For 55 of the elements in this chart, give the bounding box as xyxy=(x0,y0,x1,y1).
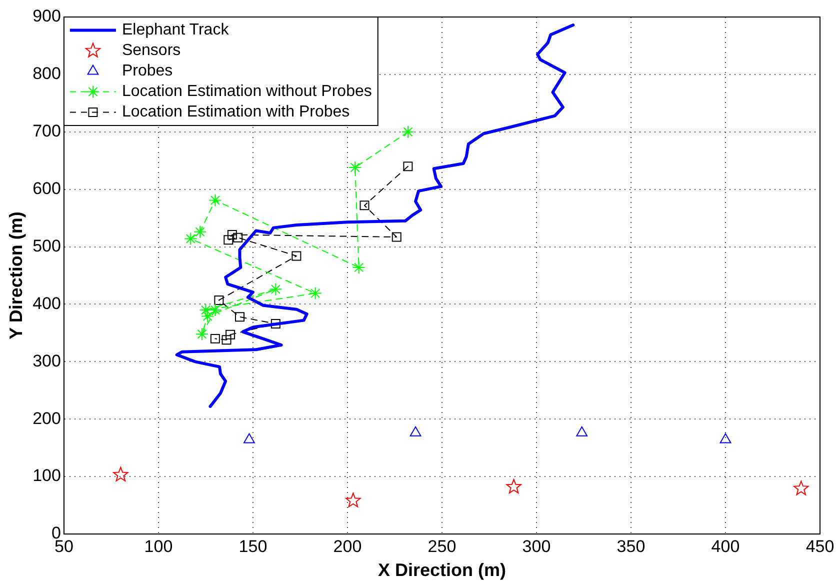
point xyxy=(292,251,302,261)
legend-label: Location Estimation with Probes xyxy=(122,104,350,121)
point xyxy=(235,312,244,322)
point xyxy=(410,426,422,436)
y-tick-label: 400 xyxy=(32,294,61,313)
x-tick-label: 350 xyxy=(616,536,646,556)
point xyxy=(401,125,414,138)
x-tick-label: 400 xyxy=(711,536,740,556)
point xyxy=(195,328,208,341)
y-tick-label: 300 xyxy=(32,351,61,370)
point xyxy=(720,433,732,444)
point xyxy=(506,478,522,494)
point xyxy=(222,335,232,345)
x-tick-label: 250 xyxy=(428,536,456,556)
point xyxy=(269,282,282,296)
point xyxy=(360,200,370,210)
y-tick-label: 700 xyxy=(32,122,61,141)
legend-label: Sensors xyxy=(122,42,181,60)
y-tick-label: 600 xyxy=(32,179,61,198)
point xyxy=(226,330,236,340)
x-tick-label: 100 xyxy=(144,536,173,556)
point xyxy=(793,480,809,496)
point xyxy=(392,232,402,242)
point xyxy=(224,235,234,245)
x-tick-label: 200 xyxy=(333,536,362,556)
point xyxy=(184,232,198,246)
point xyxy=(208,303,222,316)
point xyxy=(352,260,366,274)
point xyxy=(243,433,255,444)
point xyxy=(348,161,362,174)
point xyxy=(227,230,237,240)
y-tick-label: 200 xyxy=(32,408,61,428)
point xyxy=(576,426,588,436)
point xyxy=(233,232,243,242)
point xyxy=(113,466,128,482)
point xyxy=(346,492,361,508)
y-tick-label: 100 xyxy=(32,466,61,486)
point xyxy=(208,194,222,207)
y-axis-title: Y Direction (m) xyxy=(6,212,26,340)
point xyxy=(194,225,207,238)
x-tick-label: 450 xyxy=(806,536,834,556)
y-tick-label: 800 xyxy=(32,64,61,84)
point xyxy=(308,286,322,300)
x-axis-title: X Direction (m) xyxy=(378,560,506,580)
legend-label: Elephant Track xyxy=(122,22,230,39)
point xyxy=(403,162,413,172)
legend-label: Location Estimation without Probes xyxy=(122,83,372,100)
y-tick-label: 900 xyxy=(32,6,61,26)
y-tick-label: 500 xyxy=(32,236,61,256)
x-tick-label: 150 xyxy=(238,536,268,556)
point xyxy=(270,319,280,328)
point xyxy=(214,295,224,305)
legend-label: Probes xyxy=(122,62,173,80)
x-tick-label: 300 xyxy=(522,536,551,556)
point xyxy=(210,334,220,344)
